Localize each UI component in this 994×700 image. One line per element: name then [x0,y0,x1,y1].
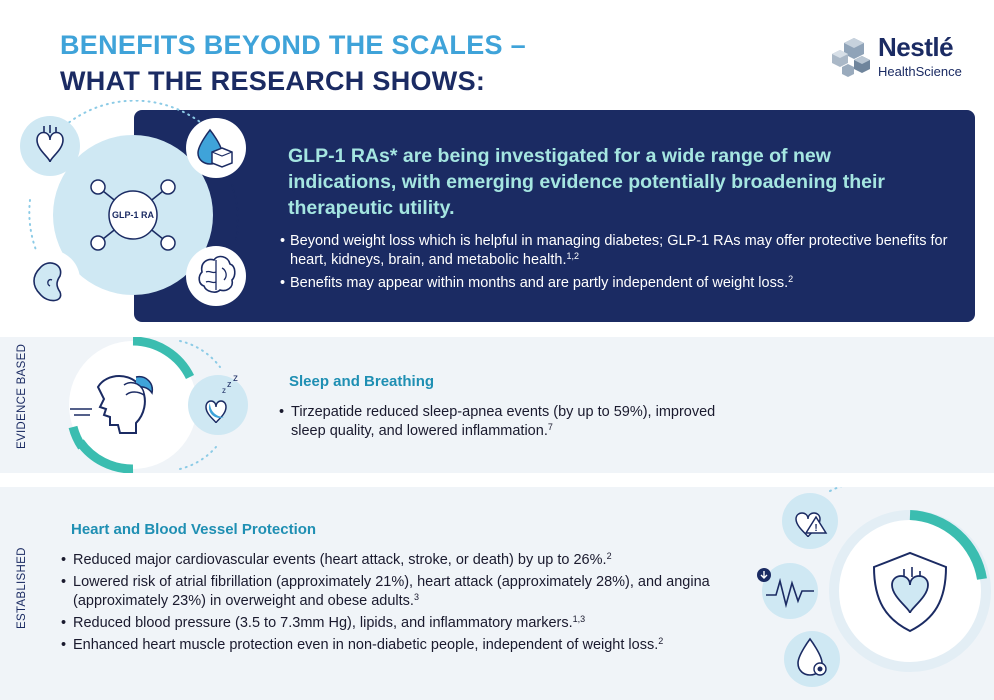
heart-warning-icon: ! [782,493,838,549]
list-item: Enhanced heart muscle protection even in… [61,636,761,655]
list-item: Lowered risk of atrial fibrillation (app… [61,573,761,611]
sleep-heart-icon: z z z [188,373,248,435]
svg-text:!: ! [814,523,817,534]
sleep-icons-group: z z z [68,337,248,473]
heart-rhythm-icon [757,563,818,619]
nestle-health-science-logo: Nestlé HealthScience [826,30,976,84]
glp1-banner: GLP-1 RAs* are being investigated for a … [134,110,975,322]
hub-center-label: GLP-1 RA [112,210,155,220]
evidence-based-side-label: EVIDENCE BASED [16,343,28,449]
established-section: ESTABLISHED Heart and Blood Vessel Prote… [0,487,994,700]
page-title-line2: WHAT THE RESEARCH SHOWS: [60,66,486,96]
svg-text:z: z [233,373,238,384]
heart-protection-bullets: Reduced major cardiovascular events (hea… [61,551,761,658]
list-item: Reduced blood pressure (3.5 to 7.3mm Hg)… [61,614,761,633]
svg-text:z: z [227,379,232,389]
banner-bullet: Beyond weight loss which is helpful in m… [280,232,970,270]
svg-text:z: z [222,386,226,395]
heart-shield-icon [872,551,948,633]
glp1-hub-diagram: GLP-1 RA [20,100,246,310]
sleep-breathing-bullets: Tirzepatide reduced sleep-apnea events (… [279,403,729,444]
heart-icon [20,116,80,176]
kidney-icon [20,250,80,310]
cubes-logo-icon [832,38,870,77]
water-drop-cube-icon [186,118,246,178]
logo-brand-text: Nestlé [878,32,954,62]
banner-bullet: Benefits may appear within months and ar… [280,274,970,293]
blood-drop-icon [784,631,840,687]
list-item: Reduced major cardiovascular events (hea… [61,551,761,570]
brain-icon [186,246,246,306]
sleeping-face-icon [70,375,154,434]
sleep-breathing-heading: Sleep and Breathing [289,373,435,390]
heart-icons-group: ! [757,487,991,687]
heart-protection-heading: Heart and Blood Vessel Protection [71,521,317,538]
page-title-line1: BENEFITS BEYOND THE SCALES – [60,30,526,60]
established-side-label: ESTABLISHED [16,547,28,629]
list-item: Tirzepatide reduced sleep-apnea events (… [279,403,729,441]
logo-subbrand-text: HealthScience [878,64,962,79]
banner-headline: GLP-1 RAs* are being investigated for a … [288,145,886,219]
evidence-based-section: EVIDENCE BASED z z z Sleep and Breathing… [0,337,994,473]
banner-bullets: Beyond weight loss which is helpful in m… [280,232,970,297]
